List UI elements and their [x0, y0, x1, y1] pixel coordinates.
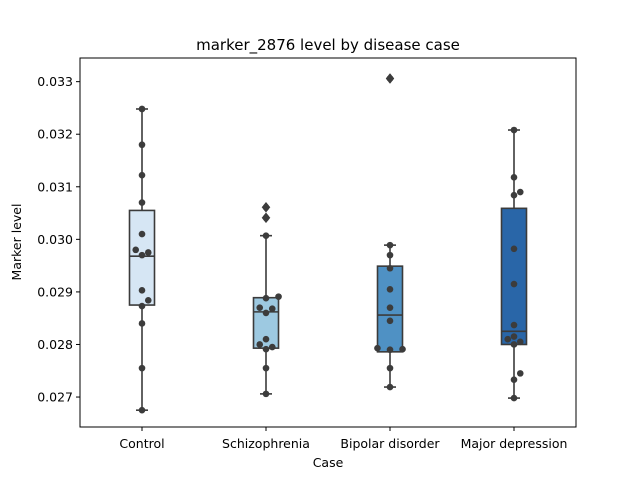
- x-axis-ticks: Control Schizophrenia Bipolar disorder Majo…: [119, 427, 567, 451]
- y-tick-label: 0.031: [37, 179, 73, 194]
- data-point: [510, 341, 518, 348]
- data-point: [138, 105, 146, 113]
- data-point: [144, 297, 152, 304]
- y-tick-label: 0.032: [37, 127, 73, 142]
- x-tick-label: Major depression: [461, 436, 568, 451]
- data-point: [386, 346, 394, 354]
- swarm-schizophrenia: [256, 203, 282, 398]
- data-point: [138, 302, 146, 310]
- data-point: [510, 394, 518, 402]
- data-point: [374, 344, 381, 352]
- x-tick-label: Control: [119, 436, 164, 451]
- data-point: [510, 321, 518, 329]
- y-tick-label: 0.030: [37, 232, 73, 247]
- data-point: [510, 174, 518, 181]
- y-tick-label: 0.033: [37, 74, 73, 89]
- box-major-depression: [500, 129, 528, 399]
- data-point: [262, 309, 270, 317]
- data-point: [132, 246, 140, 254]
- data-point: [138, 230, 146, 238]
- data-point: [262, 390, 270, 398]
- x-tick-label: Bipolar disorder: [340, 436, 440, 451]
- data-point: [262, 335, 270, 343]
- data-point: [268, 343, 276, 351]
- data-point: [516, 188, 524, 196]
- data-point: [138, 287, 146, 294]
- data-point: [138, 199, 146, 206]
- swarm-bipolar-disorder: [374, 75, 406, 391]
- y-axis-ticks: 0.027 0.028 0.029 0.030 0.031 0.032 0.033: [37, 74, 80, 405]
- data-point: [262, 232, 270, 239]
- data-point: [386, 304, 394, 311]
- data-point: [386, 317, 394, 325]
- x-axis-label: Case: [313, 455, 344, 470]
- data-point: [510, 191, 518, 199]
- chart-title: marker_2876 level by disease case: [196, 36, 460, 55]
- y-axis-label: Marker level: [9, 204, 24, 281]
- data-point: [386, 241, 394, 249]
- data-point: [138, 364, 146, 372]
- data-point: [256, 304, 264, 311]
- data-point: [386, 75, 394, 82]
- data-point: [262, 203, 270, 211]
- x-tick-label: Schizophrenia: [222, 436, 310, 451]
- y-tick-label: 0.029: [37, 284, 73, 299]
- data-point: [262, 364, 270, 372]
- data-point: [138, 251, 146, 259]
- data-point: [268, 305, 276, 313]
- swarm-major-depression: [504, 126, 524, 402]
- data-point: [275, 293, 282, 300]
- data-point: [386, 264, 394, 272]
- data-point: [256, 341, 264, 348]
- data-point: [510, 280, 518, 288]
- data-point: [138, 406, 146, 414]
- data-point: [386, 383, 394, 391]
- data-point: [138, 141, 146, 149]
- plot-area-frame: [79, 57, 577, 428]
- box-bipolar-disorder: [376, 73, 404, 388]
- data-point: [386, 285, 394, 293]
- y-tick-label: 0.028: [37, 337, 73, 352]
- data-point: [510, 376, 518, 383]
- data-point: [504, 335, 512, 343]
- data-point: [510, 126, 518, 134]
- data-point: [516, 338, 524, 346]
- swarm-control: [132, 105, 152, 414]
- data-point: [138, 320, 146, 327]
- data-point: [510, 333, 518, 340]
- data-point: [262, 345, 270, 353]
- data-point: [262, 214, 270, 222]
- data-point: [138, 171, 146, 179]
- data-point: [386, 364, 394, 372]
- data-point: [516, 370, 524, 377]
- plot-elements: [128, 73, 528, 414]
- data-point: [386, 251, 394, 259]
- data-point: [144, 249, 152, 256]
- data-point: [399, 345, 406, 353]
- data-point: [510, 245, 518, 253]
- y-tick-label: 0.027: [37, 390, 73, 405]
- data-point: [262, 294, 270, 302]
